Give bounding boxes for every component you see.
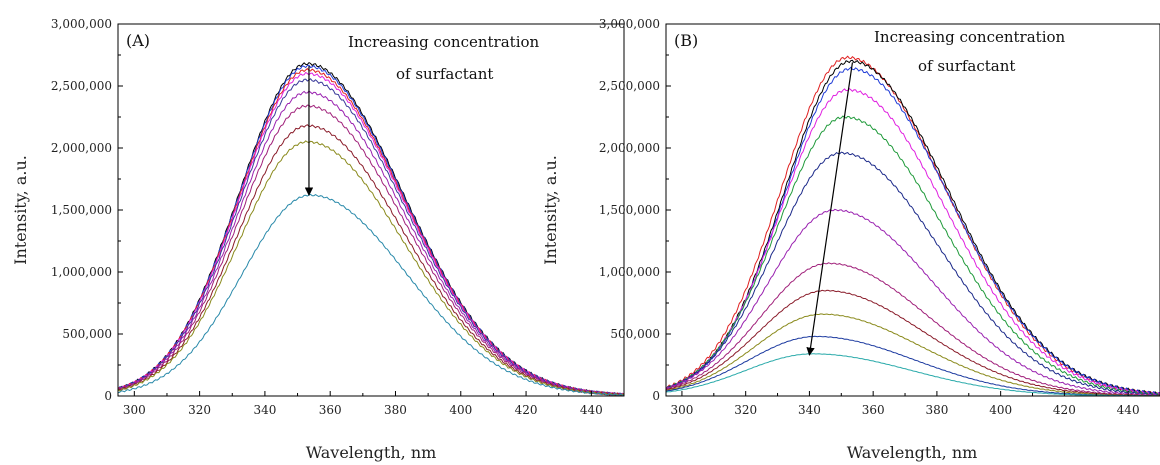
panel-b-y-ticks: 0 500,000 1,000,000 1,500,000 2,000,000 2,500… bbox=[599, 17, 671, 403]
panel-b-y-tick-label: 3,000,000 bbox=[599, 17, 660, 31]
panel-b-x-axis-title: Wavelength, nm bbox=[847, 443, 978, 462]
panel-b-y-tick-label: 1,500,000 bbox=[599, 203, 660, 217]
panel-a-y-tick-label: 500,000 bbox=[62, 327, 112, 341]
panel-b-series-line bbox=[665, 151, 1160, 397]
panel-b-y-axis-title: Intensity, a.u. bbox=[541, 155, 560, 265]
panel-b-series-line bbox=[665, 115, 1160, 396]
panel-a-series-line bbox=[117, 78, 625, 397]
panel-b-x-tick-label: 340 bbox=[798, 403, 821, 417]
panel-b-series-line bbox=[665, 66, 1160, 396]
panel-b-series-line bbox=[665, 313, 1160, 397]
panel-a-y-tick-label: 0 bbox=[104, 389, 112, 403]
panel-b-series-line bbox=[665, 87, 1160, 396]
panel-b-series-line bbox=[665, 55, 1160, 396]
panel-b-annotation-line2: of surfactant bbox=[918, 57, 1015, 75]
panel-b-x-ticks: 300 320 340 360 380 400 420 440 bbox=[670, 391, 1140, 417]
panel-a-x-tick-label: 420 bbox=[515, 403, 538, 417]
panel-b-x-tick-label: 420 bbox=[1053, 403, 1076, 417]
panel-a-y-tick-label: 2,500,000 bbox=[51, 79, 112, 93]
panel-b-label: (B) bbox=[674, 31, 698, 50]
panel-a-y-axis-title: Intensity, a.u. bbox=[11, 155, 30, 265]
panel-a: 0 500,000 1,000,000 1,500,000 2,000,000 2,500… bbox=[11, 17, 625, 462]
panel-a-y-ticks: 0 500,000 1,000,000 1,500,000 2,000,000 2,500… bbox=[51, 17, 123, 403]
panel-b-series-line bbox=[665, 262, 1160, 397]
panel-a-series-group bbox=[117, 61, 625, 397]
panel-b-x-tick-label: 300 bbox=[670, 403, 693, 417]
panel-a-x-tick-label: 380 bbox=[384, 403, 407, 417]
panel-b-x-tick-label: 360 bbox=[862, 403, 885, 417]
panel-b-x-tick-label: 380 bbox=[925, 403, 948, 417]
panel-a-y-tick-label: 1,000,000 bbox=[51, 265, 112, 279]
panel-a-series-line bbox=[117, 193, 625, 397]
panel-a-x-ticks: 300 320 340 360 380 400 420 440 bbox=[123, 391, 603, 417]
panel-a-x-tick-label: 440 bbox=[580, 403, 603, 417]
panel-b-y-tick-label: 500,000 bbox=[610, 327, 660, 341]
panel-a-y-tick-label: 3,000,000 bbox=[51, 17, 112, 31]
panel-b-series-line bbox=[665, 59, 1160, 395]
panel-a-x-tick-label: 360 bbox=[319, 403, 342, 417]
panel-b-arrow bbox=[806, 62, 854, 356]
panel-b-x-tick-label: 320 bbox=[734, 403, 757, 417]
panel-b-series-group bbox=[665, 55, 1160, 397]
panel-a-x-tick-label: 300 bbox=[123, 403, 146, 417]
panel-b-series-line bbox=[665, 208, 1160, 397]
panel-a-annotation-line1: Increasing concentration bbox=[348, 33, 540, 51]
panel-b-series-line bbox=[665, 335, 1160, 397]
panel-a-y-tick-label: 1,500,000 bbox=[51, 203, 112, 217]
panel-a-annotation-line2: of surfactant bbox=[396, 65, 493, 83]
panel-a-y-tick-label: 2,000,000 bbox=[51, 141, 112, 155]
panel-a-x-axis-title: Wavelength, nm bbox=[306, 443, 437, 462]
panel-a-series-line bbox=[117, 140, 625, 397]
panel-b-series-line bbox=[665, 289, 1160, 397]
panel-a-x-tick-label: 320 bbox=[188, 403, 211, 417]
panel-a-series-line bbox=[117, 124, 625, 397]
panel-b: 0 500,000 1,000,000 1,500,000 2,000,000 2,500… bbox=[541, 17, 1160, 462]
panel-a-x-tick-label: 400 bbox=[449, 403, 472, 417]
panel-a-series-line bbox=[117, 71, 625, 397]
panel-b-series-line bbox=[665, 353, 1160, 397]
panel-a-x-tick-label: 340 bbox=[253, 403, 276, 417]
panel-b-annotation-line1: Increasing concentration bbox=[874, 28, 1066, 46]
panel-b-y-tick-label: 0 bbox=[652, 389, 660, 403]
panel-b-y-tick-label: 1,000,000 bbox=[599, 265, 660, 279]
panel-b-x-tick-label: 400 bbox=[989, 403, 1012, 417]
panel-a-label: (A) bbox=[126, 31, 150, 50]
panel-b-y-tick-label: 2,000,000 bbox=[599, 141, 660, 155]
panel-b-x-tick-label: 440 bbox=[1117, 403, 1140, 417]
panel-b-y-tick-label: 2,500,000 bbox=[599, 79, 660, 93]
